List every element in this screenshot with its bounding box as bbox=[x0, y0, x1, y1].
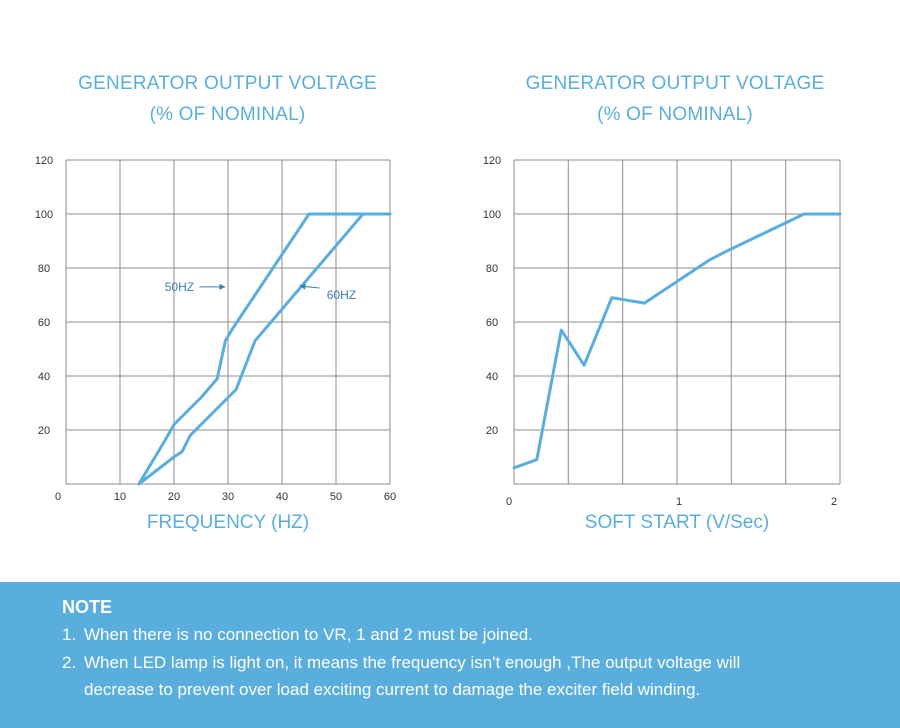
series-line-1 bbox=[512, 212, 842, 470]
note-item-text: When LED lamp is light on, it means the … bbox=[84, 653, 741, 672]
y-tick-label: 100 bbox=[35, 209, 53, 221]
x-tick-label: 60 bbox=[384, 491, 396, 503]
x-tick-label: 1 bbox=[676, 496, 682, 508]
chart-title-line-2: (% OF NOMINAL) bbox=[149, 104, 306, 125]
series-label: 60HZ bbox=[327, 288, 356, 302]
y-tick-label: 40 bbox=[486, 371, 498, 383]
y-tick-label: 80 bbox=[38, 263, 50, 275]
chart-2: 20 40 60 80 100 120 0 1 2 bbox=[483, 155, 842, 508]
grid bbox=[513, 159, 841, 485]
chart-title-frequency: GENERATOR OUTPUT VOLTAGE (% OF NOMINAL) bbox=[40, 68, 415, 130]
chart-title-soft-start: GENERATOR OUTPUT VOLTAGE (% OF NOMINAL) bbox=[480, 68, 870, 130]
x-tick-label: 2 bbox=[831, 496, 837, 508]
y-tick-label: 40 bbox=[38, 371, 50, 383]
series-line-50hz bbox=[137, 212, 392, 486]
x-axis-label-frequency: FREQUENCY (HZ) bbox=[146, 512, 310, 533]
x-tick-label: 0 bbox=[55, 491, 61, 503]
note-item-1: 1. When there is no connection to VR, 1 a… bbox=[62, 625, 533, 645]
note-item-2-continuation: decrease to prevent over load exciting c… bbox=[84, 680, 701, 699]
series-label: 50HZ bbox=[165, 280, 194, 294]
chart-title-line-2: (% OF NOMINAL) bbox=[597, 104, 753, 125]
x-tick-label: 0 bbox=[506, 496, 512, 508]
chart-title-line-1: GENERATOR OUTPUT VOLTAGE bbox=[525, 73, 825, 94]
note-item-2: 2. When LED lamp is light on, it means th… bbox=[62, 653, 740, 673]
note-item-number: 1. bbox=[62, 625, 77, 644]
x-axis-label-soft-start: SOFT START (V/Sec) bbox=[584, 512, 770, 533]
y-tick-label: 80 bbox=[486, 263, 498, 275]
annotation-arrow-head bbox=[299, 283, 306, 290]
x-tick-label: 10 bbox=[114, 491, 126, 503]
y-tick-label: 20 bbox=[486, 425, 498, 437]
y-tick-label: 60 bbox=[486, 317, 498, 329]
chart-1: 20 40 60 80 100 120 0 10 20 30 40 50 60 50HZ 60HZ bbox=[35, 155, 396, 503]
y-tick-label: 120 bbox=[35, 155, 53, 167]
x-tick-label: 50 bbox=[330, 491, 342, 503]
x-tick-label: 40 bbox=[276, 491, 288, 503]
note-title: NOTE bbox=[62, 597, 113, 617]
series-line-60hz bbox=[137, 212, 392, 486]
note-item-text: When there is no connection to VR, 1 and… bbox=[84, 625, 533, 644]
x-tick-label: 20 bbox=[168, 491, 180, 503]
x-tick-label: 30 bbox=[222, 491, 234, 503]
annotation-arrow-head bbox=[219, 283, 226, 290]
y-tick-label: 100 bbox=[483, 209, 501, 221]
note-panel: NOTE 1. When there is no connection to VR… bbox=[0, 582, 900, 728]
y-tick-label: 120 bbox=[483, 155, 501, 167]
y-tick-label: 20 bbox=[38, 425, 50, 437]
y-tick-label: 60 bbox=[38, 317, 50, 329]
chart-title-line-1: GENERATOR OUTPUT VOLTAGE bbox=[78, 73, 377, 94]
note-item-number: 2. bbox=[62, 653, 77, 672]
grid bbox=[65, 159, 391, 485]
